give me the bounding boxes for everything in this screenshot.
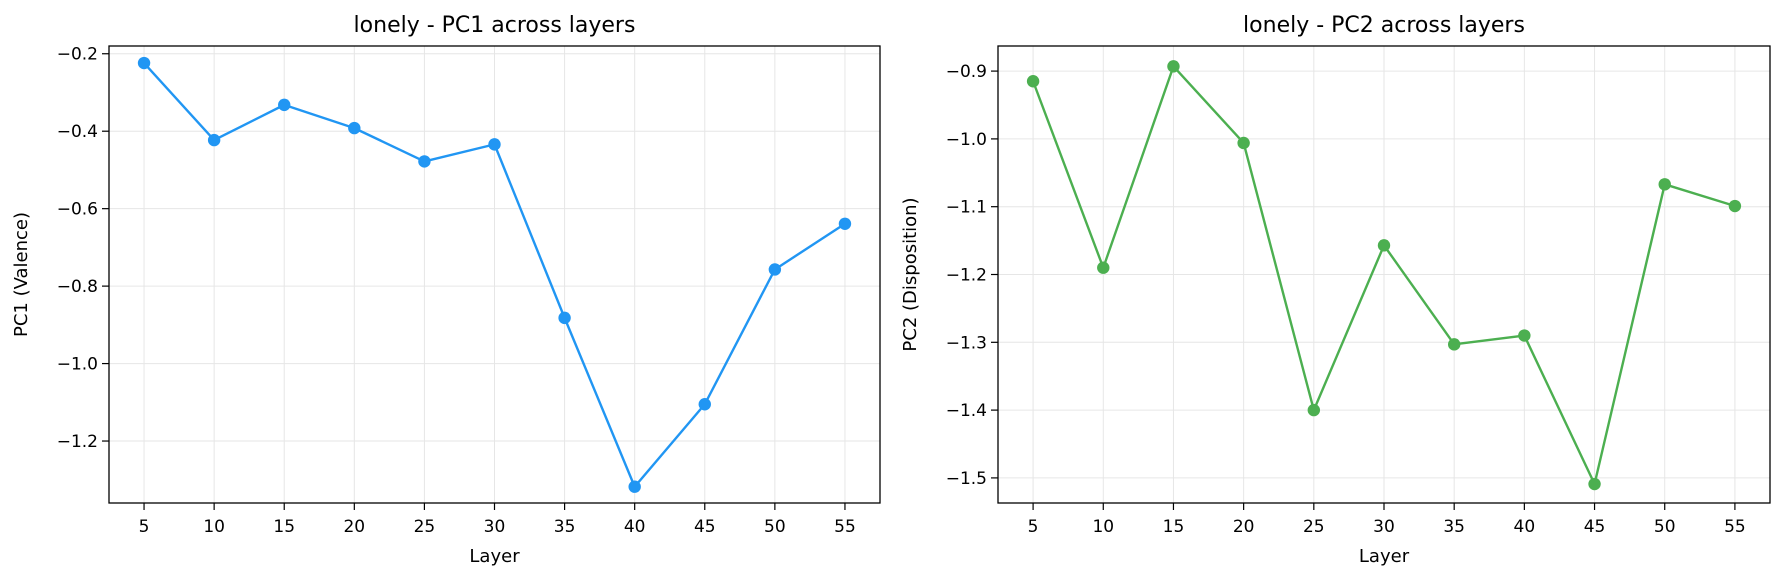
data-point bbox=[1097, 261, 1110, 274]
x-tick-label: 45 bbox=[1584, 517, 1606, 537]
chart-title: lonely - PC2 across layers bbox=[1243, 13, 1525, 38]
x-tick-label: 40 bbox=[624, 517, 646, 537]
y-tick-label: −0.4 bbox=[57, 122, 98, 142]
y-tick-label: −1.0 bbox=[57, 355, 98, 375]
x-tick-label: 30 bbox=[1373, 517, 1395, 537]
data-point bbox=[1237, 136, 1250, 150]
y-tick-label: −1.2 bbox=[946, 266, 987, 286]
x-tick-label: 45 bbox=[694, 517, 716, 537]
ticks: 5 10 15 20 25 30 35 40 45 50 55 −0.9 −1.0 −1.1 −1.2 −1.… bbox=[946, 62, 1746, 537]
x-tick-label: 15 bbox=[273, 517, 295, 537]
chart-title: lonely - PC1 across layers bbox=[354, 13, 636, 38]
data-point bbox=[348, 121, 361, 135]
data-point bbox=[137, 56, 151, 70]
y-axis-label: PC2 (Disposition) bbox=[900, 197, 921, 351]
data-point bbox=[1658, 178, 1671, 191]
x-tick-label: 50 bbox=[1654, 517, 1676, 537]
data-points bbox=[1026, 60, 1742, 491]
x-axis-label: Layer bbox=[1359, 546, 1410, 567]
x-tick-label: 25 bbox=[1303, 517, 1325, 537]
x-tick-label: 25 bbox=[414, 517, 436, 537]
data-point bbox=[1377, 239, 1391, 252]
data-point bbox=[1518, 329, 1531, 342]
y-tick-label: −1.5 bbox=[946, 469, 987, 489]
data-point bbox=[838, 217, 852, 230]
y-tick-label: −0.9 bbox=[946, 62, 987, 82]
x-axis-label: Layer bbox=[469, 546, 520, 567]
y-axis-label: PC1 (Valence) bbox=[11, 212, 32, 337]
x-tick-label: 5 bbox=[139, 517, 150, 537]
data-point bbox=[1447, 338, 1461, 351]
data-point bbox=[1728, 199, 1742, 213]
x-tick-label: 35 bbox=[554, 517, 576, 537]
x-tick-label: 40 bbox=[1514, 517, 1536, 537]
y-tick-label: −0.6 bbox=[57, 200, 98, 220]
y-tick-label: −1.3 bbox=[946, 333, 987, 353]
x-tick-label: 55 bbox=[1724, 517, 1746, 537]
data-points bbox=[137, 56, 852, 493]
data-point bbox=[1307, 403, 1321, 417]
x-tick-label: 10 bbox=[1092, 517, 1114, 537]
gridlines bbox=[998, 46, 1770, 503]
x-tick-label: 20 bbox=[343, 517, 365, 537]
x-tick-label: 20 bbox=[1233, 517, 1255, 537]
x-tick-label: 15 bbox=[1163, 517, 1185, 537]
data-point bbox=[418, 155, 431, 168]
data-point bbox=[1588, 477, 1601, 491]
data-point bbox=[1026, 75, 1040, 88]
x-tick-label: 5 bbox=[1028, 517, 1039, 537]
data-point bbox=[207, 133, 221, 147]
y-tick-label: −1.0 bbox=[946, 130, 987, 150]
data-point bbox=[558, 311, 571, 325]
x-tick-label: 30 bbox=[484, 517, 506, 537]
gridlines bbox=[109, 46, 880, 503]
data-point bbox=[628, 480, 641, 493]
y-tick-label: −0.8 bbox=[57, 277, 98, 297]
x-tick-label: 10 bbox=[203, 517, 225, 537]
y-tick-label: −0.2 bbox=[57, 45, 98, 65]
y-tick-label: −1.2 bbox=[57, 432, 98, 452]
chart-panel-pc2: lonely - PC2 across layers Layer PC2 (Di… bbox=[900, 13, 1771, 567]
data-point bbox=[698, 398, 711, 411]
chart-panel-pc1: lonely - PC1 across layers Layer PC1 (Va… bbox=[11, 13, 881, 567]
data-point bbox=[278, 98, 291, 112]
ticks: 5 10 15 20 25 30 35 40 45 50 55 −0.2 −0.4 −0.6 −0.8 −1.… bbox=[57, 45, 856, 537]
data-point bbox=[1167, 60, 1180, 73]
y-tick-label: −1.4 bbox=[946, 401, 987, 421]
plot-frame bbox=[108, 45, 881, 504]
x-tick-label: 50 bbox=[764, 517, 786, 537]
data-point bbox=[768, 263, 782, 276]
data-point bbox=[488, 138, 501, 151]
plot-frame bbox=[997, 45, 1771, 504]
x-tick-label: 55 bbox=[834, 517, 856, 537]
y-tick-label: −1.1 bbox=[946, 198, 987, 218]
x-tick-label: 35 bbox=[1443, 517, 1465, 537]
